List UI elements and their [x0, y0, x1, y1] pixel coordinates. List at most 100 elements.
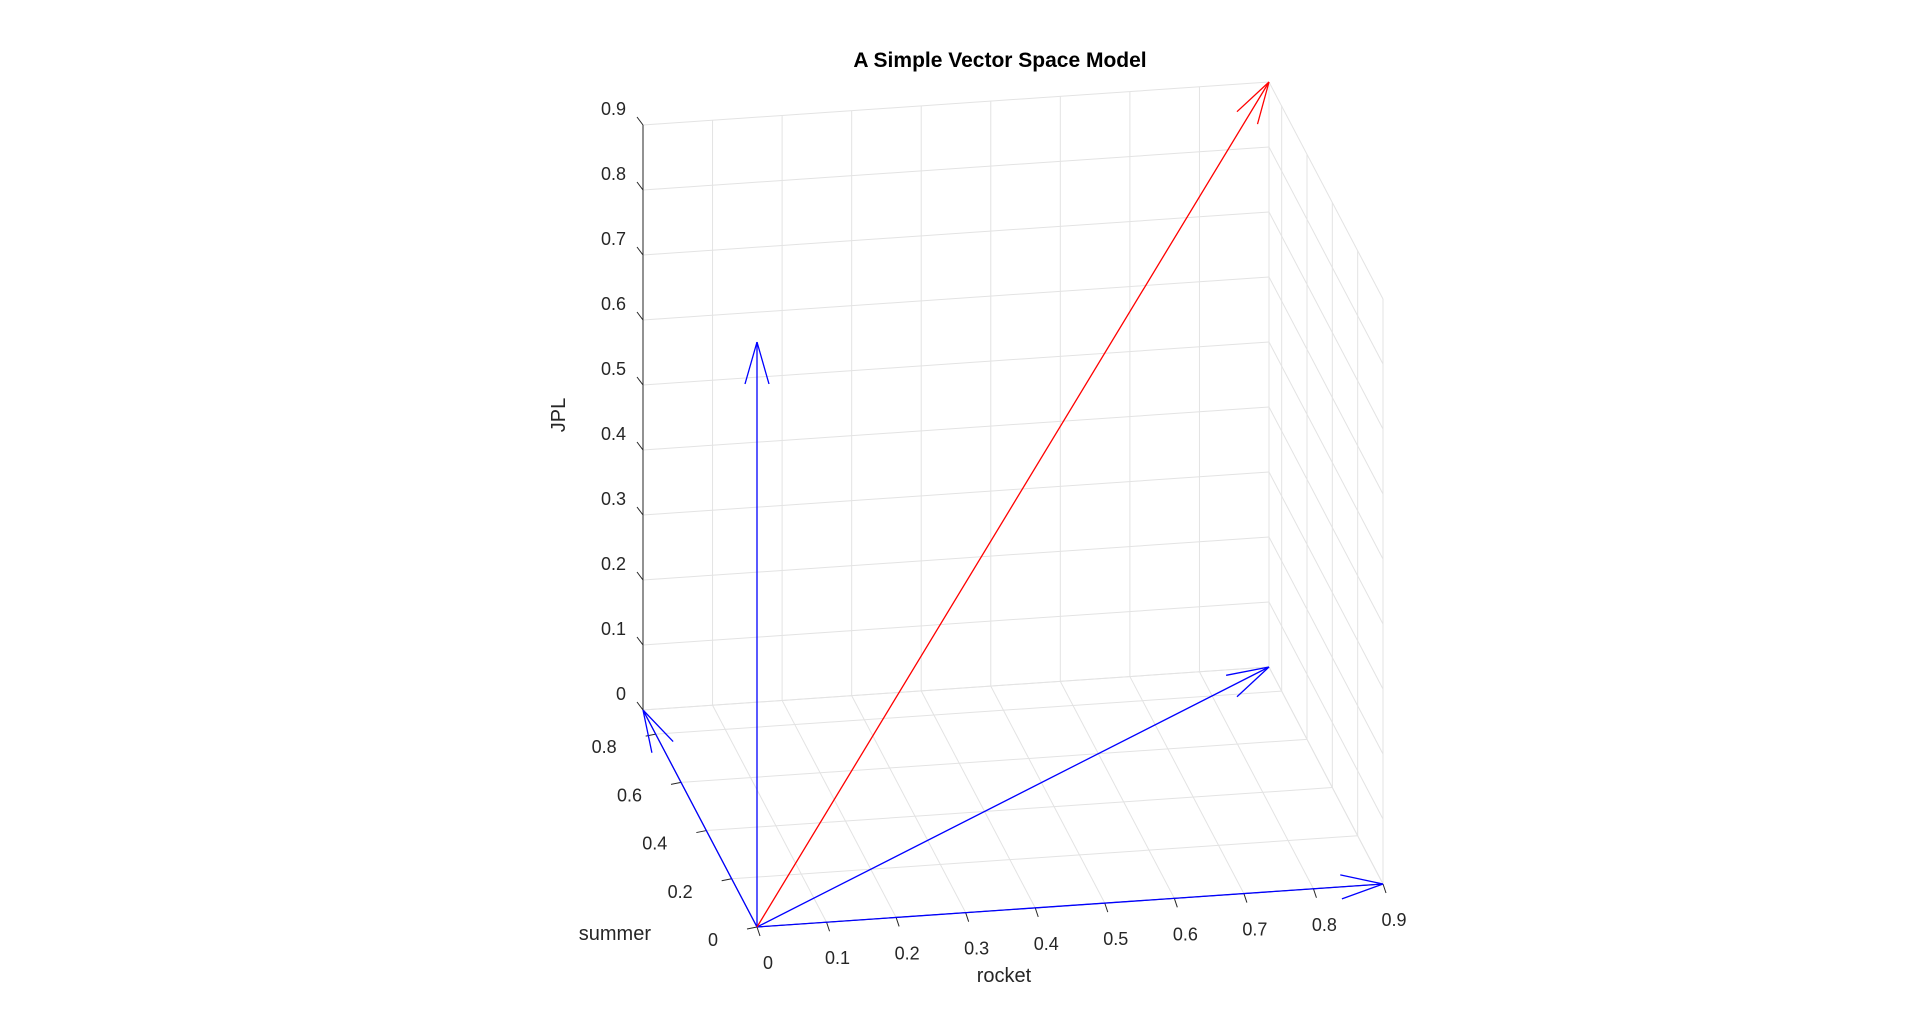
vector-shaft [756, 81, 1270, 928]
grid-line-sidewall-z [1268, 666, 1384, 885]
z-tick-mark [636, 311, 644, 321]
z-tick-label: 0.3 [601, 489, 626, 509]
grid-line-floor-y [680, 738, 1308, 783]
y-axis-label: summer [579, 923, 652, 945]
y-tick-label: 0.2 [668, 882, 693, 902]
vector-layer [642, 81, 1384, 928]
z-tick-mark [636, 116, 644, 126]
z-tick-label: 0.7 [601, 229, 626, 249]
x-tick-mark [1382, 883, 1387, 894]
y-tick-label: 0.4 [642, 834, 667, 854]
z-tick-label: 0.5 [601, 359, 626, 379]
x-tick-label: 0.3 [964, 939, 989, 959]
grid-line-floor-y [655, 690, 1282, 735]
y-tick-mark [721, 878, 732, 882]
vector-head [1236, 666, 1270, 698]
grid-line-floor-x [781, 700, 897, 918]
x-tick-label: 0.1 [825, 948, 850, 968]
z-tick-mark [636, 701, 644, 711]
z-tick-label: 0.2 [601, 554, 626, 574]
x-tick-mark [1104, 902, 1109, 913]
x-tick-mark [1034, 907, 1039, 918]
grid-line-backwall-z [642, 146, 1270, 191]
x-tick-label: 0.7 [1242, 920, 1267, 940]
z-tick-mark [636, 636, 644, 646]
grid-line-sidewall-z [1268, 341, 1384, 560]
grid-line-floor-x [920, 690, 1036, 909]
vector-head [1340, 874, 1384, 885]
grid-line-backwall-z [642, 666, 1270, 711]
z-tick-mark [636, 181, 644, 191]
grid-line-floor-x [990, 685, 1106, 904]
grid-line-floor-x [1059, 681, 1175, 899]
x-tick-mark [895, 917, 900, 927]
z-axis-label: JPL [548, 398, 570, 432]
grid-line-backwall-z [642, 211, 1270, 256]
z-tick-mark [636, 571, 644, 581]
vector-arrow [756, 666, 1270, 928]
grid-line-sidewall-z [1268, 536, 1384, 755]
x-tick-label: 0.6 [1173, 924, 1198, 944]
y-tick-mark [670, 781, 682, 785]
y-tick-mark [645, 733, 656, 737]
x-tick-label: 0 [763, 953, 773, 973]
grid-line-backwall-z [642, 471, 1270, 516]
vector-arrow [756, 81, 1270, 928]
grid-line-sidewall-z [1268, 601, 1384, 820]
vector-arrow [744, 341, 770, 927]
x-tick-label: 0.4 [1034, 934, 1059, 954]
vector-head [1225, 666, 1270, 676]
vector-head [756, 341, 770, 385]
grid-line-floor-x [1129, 676, 1245, 894]
z-tick-mark [636, 506, 644, 516]
grid-line-sidewall-z [1268, 276, 1384, 495]
z-tick-mark [636, 441, 644, 451]
x-tick-mark [1173, 898, 1178, 908]
z-tick-label: 0.4 [601, 424, 626, 444]
z-tick-label: 0 [616, 684, 626, 704]
x-tick-mark [1312, 888, 1317, 898]
vector-head [1236, 81, 1270, 113]
vector-head [744, 341, 758, 385]
vector-shaft [756, 666, 1270, 928]
grid-line-backwall-z [642, 536, 1270, 581]
x-axis-label: rocket [977, 965, 1032, 987]
x-tick-label: 0.5 [1103, 929, 1128, 949]
grid-line-sidewall-z [1268, 471, 1384, 690]
grid-line-sidewall-z [1268, 81, 1384, 300]
x-tick-label: 0.2 [895, 943, 920, 963]
y-tick-label: 0.8 [592, 737, 617, 757]
y-tick-mark [746, 926, 758, 930]
vector-head [1256, 81, 1270, 125]
label-layer: 0 0.1 0.2 0.3 0.4 0.5 0.6 0.7 0.8 0.9 0 0.2 0.4 0.6 0.… [592, 99, 1407, 973]
x-tick-label: 0.8 [1312, 915, 1337, 935]
vector-arrow [756, 874, 1384, 928]
y-tick-label: 0 [708, 930, 718, 950]
chart-title: A Simple Vector Space Model [853, 49, 1146, 72]
y-tick-mark [696, 830, 707, 834]
grid-layer [642, 81, 1384, 928]
vector-shaft [642, 709, 758, 928]
grid-line-backwall-z [642, 601, 1270, 646]
grid-line-sidewall-z [1268, 211, 1384, 430]
grid-line-backwall-z [642, 276, 1270, 321]
x-tick-mark [965, 912, 970, 922]
z-tick-mark [636, 246, 644, 256]
x-tick-label: 0.9 [1381, 910, 1406, 930]
grid-line-backwall-z [642, 81, 1270, 126]
z-tick-mark [636, 376, 644, 386]
z-tick-label: 0.6 [601, 294, 626, 314]
x-tick-mark [1243, 893, 1248, 903]
vector-shaft [756, 883, 1384, 928]
x-tick-mark [826, 922, 831, 932]
vector-arrow [642, 709, 758, 928]
z-tick-label: 0.9 [601, 99, 626, 119]
z-tick-label: 0.1 [601, 619, 626, 639]
vector-head [1341, 883, 1384, 900]
y-tick-label: 0.6 [617, 785, 642, 805]
grid-line-sidewall-z [1268, 146, 1384, 365]
x-tick-mark [756, 926, 761, 937]
vector-head [642, 709, 674, 743]
grid-line-floor-x [712, 704, 827, 923]
